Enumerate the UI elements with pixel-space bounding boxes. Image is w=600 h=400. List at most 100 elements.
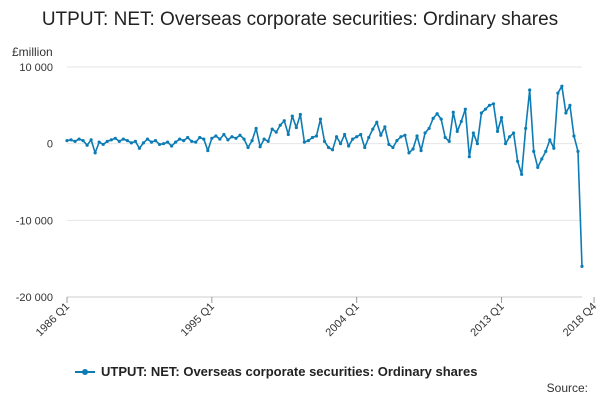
chart-title: UTPUT: NET: Overseas corporate securitie… [41,9,559,30]
data-point [491,102,496,106]
data-point [190,139,194,143]
data-point [431,116,435,120]
source-label: Source: [546,381,588,395]
data-point [383,125,387,129]
data-point [359,132,363,137]
data-point [351,137,355,141]
data-point [238,133,242,137]
data-point [222,132,226,137]
data-point [101,142,105,147]
data-point [415,134,419,138]
data-point [290,114,294,118]
data-point [371,127,375,131]
data-point [149,140,154,144]
data-point [548,138,552,142]
data-point [294,125,298,130]
x-tick-label: 1986 Q1 [34,301,72,339]
data-point [89,138,93,142]
data-point [282,119,286,123]
data-point [105,139,109,143]
data-point [157,142,162,147]
data-point [230,135,234,139]
data-point [330,148,335,152]
data-point [174,140,178,144]
data-point [81,139,85,143]
data-point [455,129,459,133]
data-point [363,145,367,150]
data-point [266,139,270,143]
data-point [391,145,395,150]
legend[interactable]: UTPUT: NET: Overseas corporate securitie… [75,364,477,379]
data-point [117,139,121,143]
data-point [310,135,315,140]
data-point [487,103,492,107]
data-point [379,133,383,137]
data-point [206,148,210,153]
data-point [226,138,230,142]
data-point [85,143,89,147]
data-point [568,103,572,107]
data-point [198,135,202,140]
data-point [520,172,524,176]
y-tick-label: -20 000 [16,292,53,304]
data-point [355,135,359,139]
data-point [318,117,323,121]
x-tick-label: 2013 Q1 [468,301,506,339]
data-point [343,132,347,137]
data-point [507,135,512,139]
data-point [133,139,137,143]
data-point [165,140,170,144]
data-point [459,119,463,124]
data-point [536,165,540,170]
data-point [194,140,198,144]
data-point [375,120,379,124]
data-point [451,110,455,114]
data-point [218,137,222,141]
data-point [479,111,484,115]
data-point [234,136,238,140]
x-tick-label: 2004 Q1 [323,301,361,339]
data-point [258,145,262,149]
data-point [427,126,431,130]
data-point [399,135,403,139]
data-point [326,145,331,150]
data-point [435,112,439,116]
data-point [516,159,520,163]
data-point [121,137,125,141]
data-point [524,126,528,130]
data-point [471,131,475,135]
data-point [262,137,266,141]
data-point [322,139,327,143]
data-point [129,141,133,145]
data-point [572,134,576,138]
data-point [69,138,73,142]
data-point [576,149,580,153]
data-point [65,139,69,143]
data-point [411,147,415,151]
data-point [419,148,423,153]
data-point [186,135,190,140]
data-point [109,138,113,142]
data-point [483,107,488,111]
data-point [182,139,186,143]
data-point [511,131,516,135]
y-axis-unit-label: £million [12,45,53,59]
data-point [528,88,532,92]
data-point [403,133,407,137]
data-point [153,139,158,143]
data-point [499,116,504,120]
data-point [495,129,500,133]
y-tick-label: -10 000 [16,215,53,227]
data-point [210,136,214,140]
data-point [338,142,343,146]
data-point [125,139,129,143]
data-point [141,141,146,145]
data-point [202,137,206,141]
data-point [564,111,568,115]
data-point [73,139,77,143]
data-point [306,139,311,143]
data-point [286,132,290,137]
data-point [556,91,560,95]
y-tick-label: 0 [47,139,53,151]
